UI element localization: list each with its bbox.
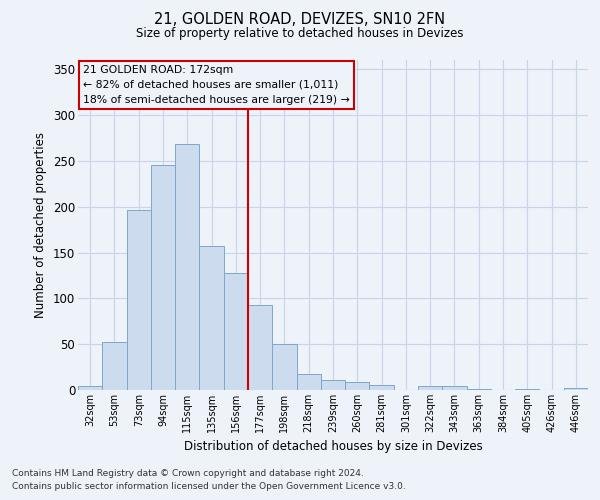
Text: 21 GOLDEN ROAD: 172sqm
← 82% of detached houses are smaller (1,011)
18% of semi-: 21 GOLDEN ROAD: 172sqm ← 82% of detached… (83, 65, 350, 104)
Bar (370, 384, 394, 390)
Text: Contains public sector information licensed under the Open Government Licence v3: Contains public sector information licen… (12, 482, 406, 491)
Bar (321, 380, 345, 390)
Text: 21, GOLDEN ROAD, DEVIZES, SN10 2FN: 21, GOLDEN ROAD, DEVIZES, SN10 2FN (154, 12, 446, 28)
Bar (272, 344, 296, 390)
Bar (442, 386, 467, 390)
Bar (248, 304, 272, 390)
Bar (175, 144, 199, 390)
Bar (78, 386, 102, 390)
Text: Contains HM Land Registry data © Crown copyright and database right 2024.: Contains HM Land Registry data © Crown c… (12, 468, 364, 477)
Bar (151, 166, 175, 390)
Bar (199, 246, 224, 390)
Bar (418, 386, 442, 390)
Bar (467, 389, 491, 390)
X-axis label: Distribution of detached houses by size in Devizes: Distribution of detached houses by size … (184, 440, 482, 454)
Y-axis label: Number of detached properties: Number of detached properties (34, 132, 47, 318)
Bar (345, 382, 370, 390)
Bar (296, 374, 321, 390)
Bar (515, 389, 539, 390)
Bar (102, 342, 127, 390)
Text: Size of property relative to detached houses in Devizes: Size of property relative to detached ho… (136, 28, 464, 40)
Bar (224, 272, 248, 390)
Bar (127, 210, 151, 390)
Bar (564, 388, 588, 390)
